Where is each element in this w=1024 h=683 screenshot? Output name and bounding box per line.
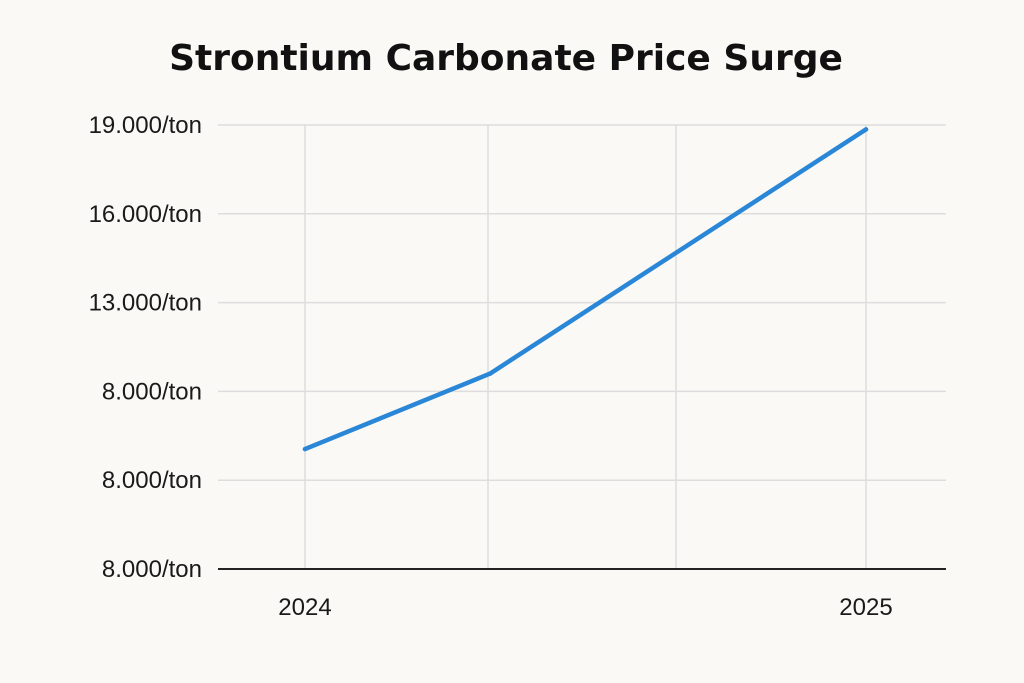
y-axis-ticks: 19.000/ton 16.000/ton 13.000/ton 8.000/ton 8… — [89, 112, 202, 583]
series-line — [302, 127, 869, 452]
data-point — [863, 127, 869, 132]
x-tick-label: 2024 — [278, 594, 331, 621]
data-point — [302, 446, 308, 452]
y-tick-label: 8.000/ton — [102, 467, 202, 494]
y-tick-label: 16.000/ton — [89, 201, 202, 228]
y-tick-label: 8.000/ton — [102, 556, 202, 583]
grid — [218, 124, 946, 569]
y-tick-label: 19.000/ton — [89, 112, 202, 139]
x-axis-ticks: 2024 2025 — [278, 594, 892, 621]
y-tick-label: 13.000/ton — [89, 290, 202, 317]
series-group — [302, 127, 869, 452]
y-tick-label: 8.000/ton — [102, 378, 202, 405]
chart-title: Strontium Carbonate Price Surge — [169, 38, 843, 79]
x-tick-label: 2025 — [839, 594, 892, 621]
data-point — [487, 371, 493, 376]
